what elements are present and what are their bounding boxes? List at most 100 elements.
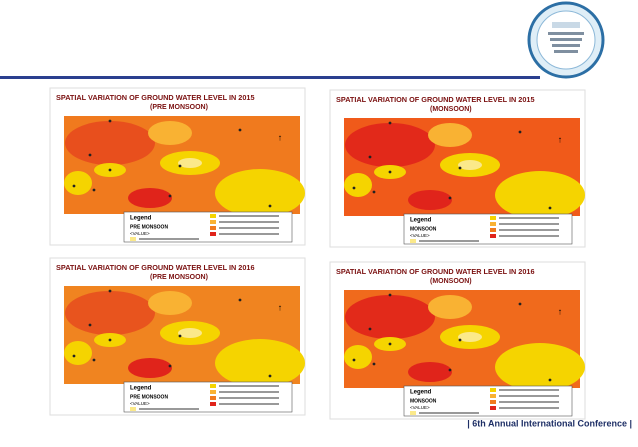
legend-swatch — [490, 234, 496, 238]
well-point — [238, 128, 242, 132]
map-panel: SPATIAL VARIATION OF GROUND WATER LEVEL … — [329, 261, 586, 420]
well-point — [548, 378, 552, 382]
well-point — [268, 374, 272, 378]
well-point — [72, 354, 76, 358]
well-point — [72, 184, 76, 188]
legend-swatch — [130, 237, 136, 241]
well-point — [108, 338, 112, 342]
well-point — [368, 155, 372, 159]
legend-text-line — [219, 227, 279, 229]
well-point — [368, 327, 372, 331]
zone-low — [148, 121, 192, 145]
legend-season: MONSOON — [410, 226, 437, 232]
legend-swatch — [210, 396, 216, 400]
zone-high — [128, 188, 172, 208]
legend-text-line — [499, 407, 559, 409]
legend-text-line — [139, 238, 199, 240]
legend-text-line — [499, 229, 559, 231]
well-point — [518, 302, 522, 306]
conference-logo — [527, 1, 605, 79]
zone-lowest — [178, 158, 202, 168]
well-point — [372, 190, 376, 194]
legend-value: <VALUE> — [130, 231, 150, 236]
zone-high — [65, 121, 155, 165]
legend-value: <VALUE> — [410, 405, 430, 410]
legend-swatch — [130, 407, 136, 411]
legend-text-line — [499, 217, 559, 219]
well-point — [388, 342, 392, 346]
legend-text-line — [219, 221, 279, 223]
legend-text-line — [419, 240, 479, 242]
north-arrow: ↑ — [278, 132, 283, 142]
legend-swatch — [210, 226, 216, 230]
well-point — [548, 206, 552, 210]
well-point — [178, 164, 182, 168]
legend-title: Legend — [130, 386, 152, 392]
legend: Legend PRE MONSOON<VALUE> — [123, 211, 293, 243]
zone-lowest — [458, 160, 482, 170]
zone-low — [215, 169, 305, 217]
north-arrow: ↑ — [558, 306, 563, 316]
well-point — [518, 130, 522, 134]
legend-text-line — [219, 233, 279, 235]
zone-low — [495, 171, 585, 219]
legend-swatch — [490, 216, 496, 220]
legend-text-line — [219, 397, 279, 399]
footer: | 6th Annual International Conference | — [467, 418, 632, 428]
well-point — [168, 194, 172, 198]
well-point — [372, 362, 376, 366]
well-point — [108, 289, 112, 293]
legend-text-line — [499, 389, 559, 391]
well-point — [388, 121, 392, 125]
zone-high — [408, 362, 452, 382]
legend: Legend MONSOON<VALUE> — [403, 385, 573, 417]
panel-subtitle: (MONSOON) — [430, 278, 472, 285]
well-point — [448, 196, 452, 200]
panel-title: SPATIAL VARIATION OF GROUND WATER LEVEL … — [336, 267, 535, 276]
well-point — [448, 368, 452, 372]
well-point — [352, 358, 356, 362]
well-point — [92, 188, 96, 192]
well-point — [88, 153, 92, 157]
map-panel: SPATIAL VARIATION OF GROUND WATER LEVEL … — [49, 87, 306, 246]
zone-low — [495, 343, 585, 391]
well-point — [458, 166, 462, 170]
legend-swatch — [490, 388, 496, 392]
map — [344, 118, 585, 219]
legend-text-line — [219, 391, 279, 393]
well-point — [168, 364, 172, 368]
zone-lowest — [178, 328, 202, 338]
legend-text-line — [419, 412, 479, 414]
legend-swatch — [210, 384, 216, 388]
well-point — [388, 170, 392, 174]
zone-low — [215, 339, 305, 387]
legend-swatch — [490, 228, 496, 232]
panel-subtitle: (PRE MONSOON) — [150, 104, 208, 111]
zone-low — [64, 341, 92, 365]
zone-high — [345, 295, 435, 339]
map-panel: SPATIAL VARIATION OF GROUND WATER LEVEL … — [329, 89, 586, 248]
zone-high — [345, 123, 435, 167]
legend-title: Legend — [410, 218, 432, 224]
zone-low — [344, 345, 372, 369]
legend-value: <VALUE> — [410, 233, 430, 238]
legend: Legend MONSOON<VALUE> — [403, 213, 573, 245]
map — [64, 286, 305, 387]
zone-low — [64, 171, 92, 195]
panel-subtitle: (PRE MONSOON) — [150, 274, 208, 281]
legend-text-line — [499, 401, 559, 403]
north-arrow: ↑ — [558, 134, 563, 144]
panel-title: SPATIAL VARIATION OF GROUND WATER LEVEL … — [56, 93, 255, 102]
zone-low — [428, 295, 472, 319]
legend-text-line — [499, 395, 559, 397]
legend-swatch — [210, 214, 216, 218]
map — [344, 290, 585, 391]
zone-high — [408, 190, 452, 210]
well-point — [388, 293, 392, 297]
zone-lowest — [458, 332, 482, 342]
legend-text-line — [219, 403, 279, 405]
legend-season: PRE MONSOON — [130, 224, 168, 230]
legend-title: Legend — [130, 216, 152, 222]
zone-high — [65, 291, 155, 335]
well-point — [458, 338, 462, 342]
